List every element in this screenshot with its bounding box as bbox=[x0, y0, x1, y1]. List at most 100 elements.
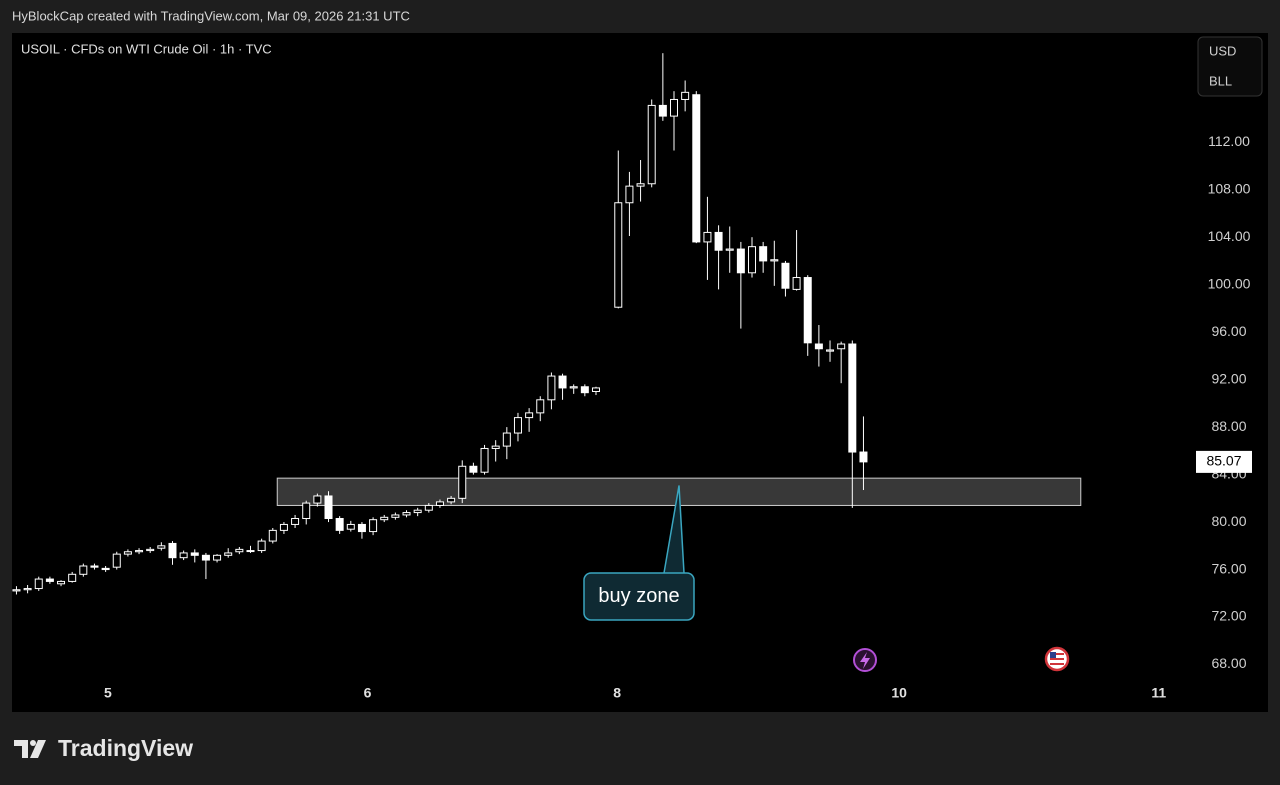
candle-body bbox=[246, 550, 255, 553]
currency-box bbox=[1197, 36, 1263, 97]
y-tick-label: 104.00 bbox=[1208, 228, 1251, 244]
candle-body bbox=[525, 412, 534, 419]
x-tick-label: 11 bbox=[1151, 685, 1166, 701]
candle-body bbox=[57, 580, 66, 585]
candle-body bbox=[491, 445, 500, 449]
candle-body bbox=[480, 447, 489, 473]
candle-body bbox=[669, 98, 678, 117]
candle-body bbox=[402, 512, 411, 516]
candle-body bbox=[112, 553, 121, 568]
event-icon[interactable] bbox=[853, 648, 877, 672]
candle-body bbox=[692, 94, 701, 243]
candle-body bbox=[770, 259, 779, 262]
candle-body bbox=[558, 375, 567, 389]
candle-body bbox=[703, 231, 712, 243]
candle-body bbox=[23, 588, 32, 591]
candle-body bbox=[803, 277, 812, 344]
candle-body bbox=[681, 91, 690, 100]
candle-body bbox=[614, 202, 623, 308]
candle-body bbox=[513, 417, 522, 434]
plot-layer: 68.0072.0076.0080.0084.0088.0092.0096.00… bbox=[12, 53, 1252, 712]
y-tick-label: 112.00 bbox=[1208, 133, 1250, 149]
callout-pointer bbox=[663, 485, 685, 574]
y-tick-label: 68.00 bbox=[1211, 655, 1246, 671]
candle-body bbox=[45, 578, 54, 582]
last-price-label: 85.07 bbox=[1206, 453, 1241, 469]
last-price-box bbox=[1196, 450, 1252, 473]
candle-body bbox=[469, 465, 478, 473]
y-tick-label: 100.00 bbox=[1208, 275, 1251, 291]
candle-body bbox=[380, 516, 389, 521]
candle-body bbox=[458, 465, 467, 499]
y-tick-label: 80.00 bbox=[1211, 513, 1246, 529]
event-icon[interactable] bbox=[1044, 646, 1070, 672]
candle-body bbox=[268, 529, 277, 542]
candle-body bbox=[335, 518, 344, 531]
candle-body bbox=[179, 552, 188, 559]
x-tick-label: 8 bbox=[613, 685, 621, 701]
y-tick-label: 88.00 bbox=[1211, 418, 1246, 434]
candle-body bbox=[625, 185, 634, 204]
candle-body bbox=[101, 567, 110, 571]
brand: TradingView bbox=[58, 735, 193, 761]
candle-body bbox=[235, 548, 244, 553]
candle-body bbox=[224, 552, 233, 556]
currency-option[interactable]: BLL bbox=[1209, 73, 1232, 88]
candle-body bbox=[257, 540, 266, 552]
candle-body bbox=[369, 519, 378, 533]
candle-body bbox=[814, 343, 823, 350]
candle-body bbox=[736, 248, 745, 274]
header: HyBlockCap created with TradingView.com,… bbox=[12, 8, 410, 23]
candle-body bbox=[859, 451, 868, 463]
candle-body bbox=[424, 504, 433, 511]
candle-body bbox=[146, 548, 155, 552]
candle-body bbox=[547, 375, 556, 401]
candle-body bbox=[12, 589, 21, 592]
candle-body bbox=[536, 399, 545, 414]
y-tick-label: 96.00 bbox=[1211, 323, 1246, 339]
candle-body bbox=[302, 502, 311, 520]
candle-body bbox=[346, 523, 355, 530]
candle-body bbox=[190, 552, 199, 556]
candle-body bbox=[591, 387, 600, 392]
candle-body bbox=[792, 277, 801, 290]
candle-body bbox=[34, 578, 43, 590]
candle-body bbox=[580, 386, 589, 394]
candle-body bbox=[447, 497, 456, 503]
brand-logo bbox=[14, 740, 46, 758]
candle-body bbox=[391, 514, 400, 518]
candle-body bbox=[90, 565, 99, 568]
candle-body bbox=[68, 573, 77, 582]
candle-body bbox=[837, 343, 846, 350]
callout-label: buy zone bbox=[598, 585, 679, 607]
candle-body bbox=[168, 542, 177, 559]
candle-body bbox=[324, 495, 333, 520]
x-tick-label: 10 bbox=[891, 685, 907, 701]
candle-body bbox=[759, 246, 768, 262]
chart-title: USOIL · CFDs on WTI Crude Oil · 1h · TVC bbox=[21, 41, 272, 56]
candle-body bbox=[748, 246, 757, 274]
candle-body bbox=[313, 495, 322, 504]
y-tick-label: 92.00 bbox=[1211, 370, 1246, 386]
callout-box bbox=[583, 572, 695, 621]
candle-body bbox=[157, 545, 166, 549]
candle-body bbox=[213, 554, 222, 561]
candle-body bbox=[357, 523, 366, 533]
candle-body bbox=[781, 262, 790, 289]
candle-body bbox=[647, 104, 656, 185]
y-tick-label: 72.00 bbox=[1211, 608, 1246, 624]
y-tick-label: 108.00 bbox=[1208, 180, 1251, 196]
candle-body bbox=[725, 248, 734, 251]
candle-body bbox=[502, 432, 511, 447]
y-tick-label: 76.00 bbox=[1211, 560, 1246, 576]
currency-option[interactable]: USD bbox=[1209, 43, 1236, 58]
candle-body bbox=[413, 509, 422, 514]
candle-body bbox=[135, 550, 144, 553]
candle-body bbox=[848, 343, 857, 453]
candle-body bbox=[658, 104, 667, 117]
candle-body bbox=[636, 183, 645, 187]
candle-body bbox=[569, 386, 578, 389]
candle-body bbox=[201, 554, 210, 561]
